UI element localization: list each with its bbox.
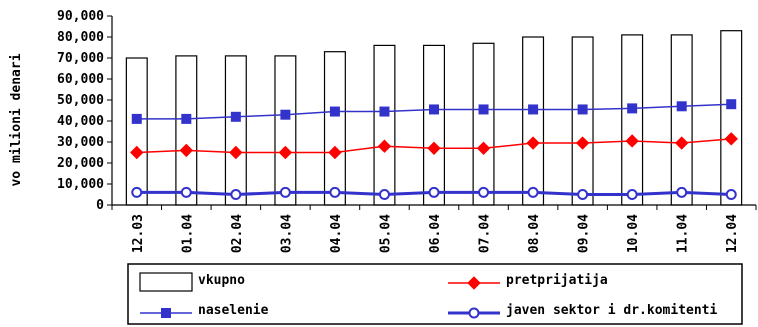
x-tick-label: 02.04	[230, 214, 245, 253]
x-tick-label: 01.04	[180, 214, 195, 253]
point-pretprijatija	[427, 141, 441, 156]
legend-label-vkupno: vkupno	[198, 273, 245, 288]
x-tick-label: 06.04	[428, 214, 443, 253]
legend-box	[127, 263, 743, 325]
point-naselenie	[528, 104, 539, 115]
point-javen-sektor-i-dr-komitenti	[131, 186, 143, 198]
point-naselenie	[478, 104, 489, 115]
y-tick-label: 50,000	[57, 93, 104, 108]
point-javen-sektor-i-dr-komitenti	[725, 189, 737, 200]
legend-marker-pretprijatija	[467, 276, 481, 290]
bar-vkupno	[125, 57, 148, 206]
point-pretprijatija	[229, 145, 243, 160]
x-tick-label: 05.04	[378, 214, 393, 253]
bar-vkupno	[720, 30, 743, 206]
point-pretprijatija	[377, 139, 392, 153]
y-tick-label: 80,000	[57, 30, 104, 45]
point-naselenie	[181, 113, 192, 124]
bar-vkupno	[373, 44, 396, 206]
point-pretprijatija	[526, 136, 540, 150]
y-tick-label: 0	[96, 198, 104, 213]
point-pretprijatija	[724, 132, 738, 146]
point-pretprijatija	[130, 145, 144, 160]
point-naselenie	[429, 104, 439, 115]
legend-label-pretprijatija: pretprijatija	[506, 273, 608, 288]
point-pretprijatija	[674, 136, 689, 150]
x-tick-label: 07.04	[478, 214, 493, 253]
bar-vkupno	[422, 44, 446, 206]
bar-vkupno	[274, 55, 297, 206]
bar-vkupno	[621, 34, 644, 206]
y-tick-label: 40,000	[57, 114, 104, 129]
point-javen-sektor-i-dr-komitenti	[180, 186, 192, 198]
legend-swatch-vkupno	[139, 272, 193, 292]
legend: vkupno pretprijatija naselenie javen sektor…	[127, 263, 743, 325]
x-tick-label: 11.04	[676, 214, 691, 253]
point-naselenie	[329, 106, 340, 117]
point-pretprijatija	[625, 134, 639, 148]
x-tick-label: 10.04	[626, 214, 641, 253]
y-tick-label: 10,000	[57, 177, 104, 192]
bar-vkupno	[224, 55, 247, 206]
point-naselenie	[379, 106, 390, 117]
point-pretprijatija	[328, 145, 342, 160]
point-javen-sektor-i-dr-komitenti	[676, 186, 688, 198]
point-naselenie	[726, 99, 737, 110]
point-javen-sektor-i-dr-komitenti	[527, 186, 539, 198]
point-naselenie	[131, 113, 142, 124]
x-tick-label: 12.04	[725, 214, 740, 253]
legend-marker-javen-sektor-i-dr-komitenti	[468, 307, 480, 319]
point-naselenie	[577, 104, 588, 115]
point-pretprijatija	[575, 136, 590, 150]
point-javen-sektor-i-dr-komitenti	[279, 186, 291, 198]
point-javen-sektor-i-dr-komitenti	[626, 189, 638, 200]
y-tick-label: 70,000	[57, 51, 104, 66]
y-tick-label: 20,000	[57, 156, 104, 171]
y-tick-label: 30,000	[57, 135, 104, 150]
point-pretprijatija	[476, 141, 491, 156]
point-javen-sektor-i-dr-komitenti	[478, 186, 490, 198]
y-axis-label: vo milioni denari	[9, 53, 24, 186]
point-javen-sektor-i-dr-komitenti	[428, 186, 440, 198]
bar-vkupno	[175, 55, 198, 206]
bar-vkupno	[670, 34, 693, 206]
x-tick-label: 08.04	[527, 214, 542, 253]
legend-label-naselenie: naselenie	[198, 303, 269, 318]
x-tick-label: 03.04	[279, 214, 294, 253]
legend-label-javen-sektor-i-dr-komitenti: javen sektor i dr.komitenti	[506, 303, 717, 318]
x-tick-label: 09.04	[577, 214, 592, 253]
point-javen-sektor-i-dr-komitenti	[378, 189, 390, 200]
point-naselenie	[676, 101, 687, 112]
bar-vkupno	[323, 51, 346, 206]
x-tick-label: 04.04	[329, 214, 344, 253]
point-pretprijatija	[179, 143, 194, 158]
bar-vkupno	[522, 36, 545, 206]
legend-marker-naselenie	[161, 308, 171, 318]
point-javen-sektor-i-dr-komitenti	[230, 189, 242, 200]
point-naselenie	[627, 103, 638, 114]
bar-vkupno	[472, 42, 495, 206]
y-tick-label: 90,000	[57, 9, 104, 24]
point-naselenie	[280, 109, 291, 120]
bar-vkupno	[571, 36, 594, 206]
y-tick-label: 60,000	[57, 72, 104, 87]
point-javen-sektor-i-dr-komitenti	[329, 186, 341, 198]
point-javen-sektor-i-dr-komitenti	[577, 189, 589, 200]
x-tick-label: 12.03	[131, 214, 146, 253]
plot-area: 0 10,000 20,000 30,000 40,000 50,000 60,000 70,…	[57, 9, 757, 253]
point-naselenie	[230, 111, 241, 122]
point-pretprijatija	[278, 145, 293, 160]
